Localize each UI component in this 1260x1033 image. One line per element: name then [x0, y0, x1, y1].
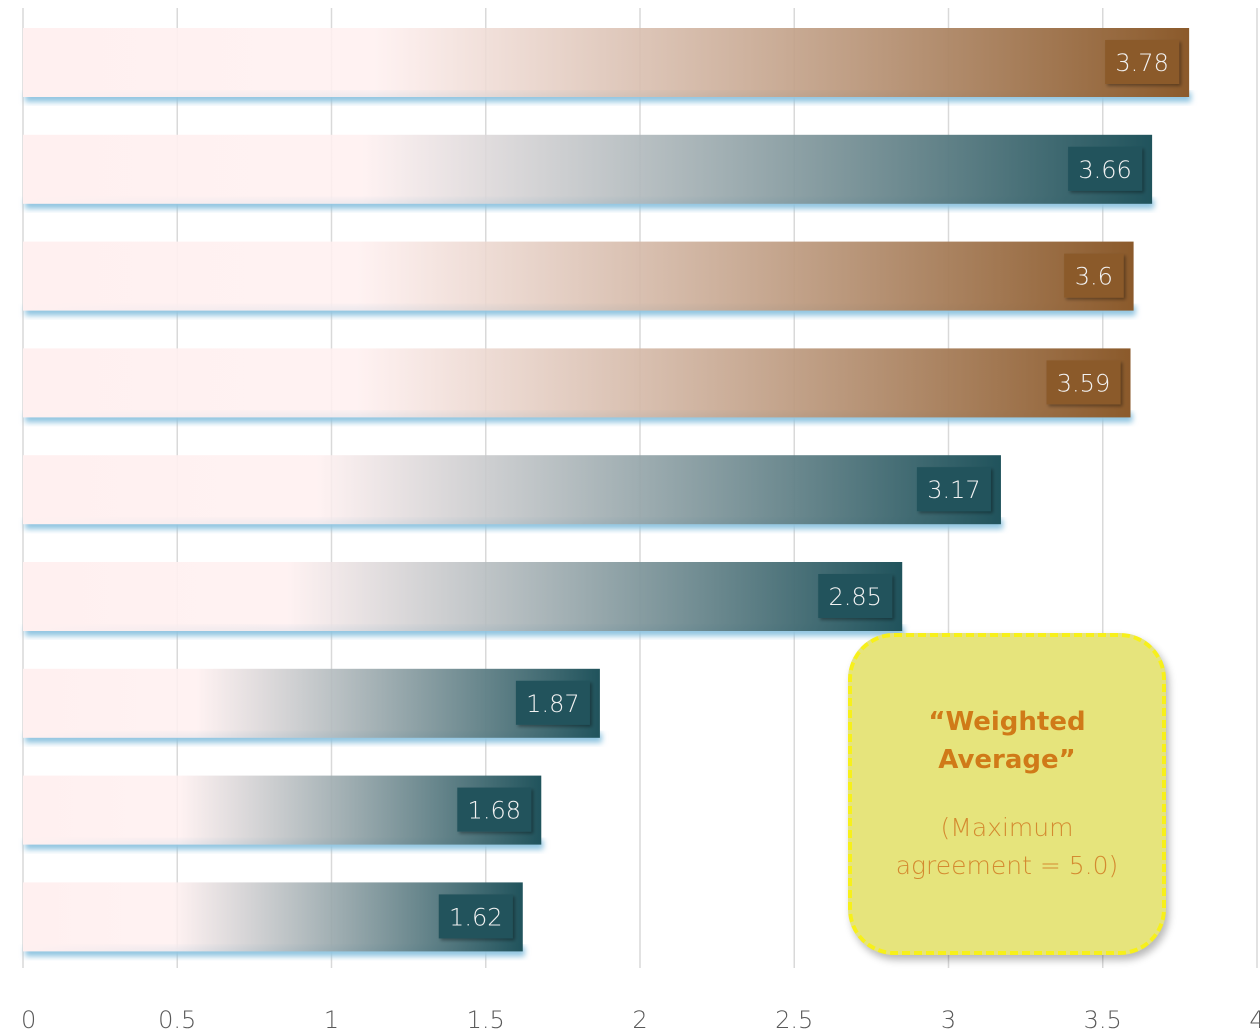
data-label-box [818, 574, 893, 618]
x-tick-label: 2 [632, 1006, 647, 1033]
x-tick-label: 4 [1249, 1006, 1260, 1033]
data-label-box [438, 894, 513, 939]
data-label: 1.87 [526, 690, 579, 718]
data-labels: 3.78 3.66 3.6 3.59 3.17 2.85 1.87 1.68 1.62 [438, 40, 1180, 939]
data-label: 3.6 [1075, 263, 1113, 291]
data-label-box [1064, 253, 1124, 298]
x-axis-ticks: 0 0.5 1 1.5 2 2.5 3 3.5 4 [21, 1006, 1260, 1033]
x-tick-label: 2.5 [775, 1006, 813, 1033]
bar [23, 348, 1131, 418]
data-label: 3.59 [1057, 369, 1110, 397]
bar [23, 28, 1190, 97]
x-tick-label: 1 [324, 1006, 339, 1033]
bar [23, 241, 1134, 311]
bar [23, 668, 600, 738]
data-label-box [1046, 360, 1121, 405]
data-label-box [916, 467, 991, 512]
data-label: 3.66 [1078, 156, 1131, 184]
data-label: 1.62 [449, 903, 502, 931]
x-tick-label: 0.5 [158, 1006, 196, 1033]
data-label-box [515, 680, 590, 725]
x-tick-label: 1.5 [467, 1006, 505, 1033]
bar [23, 455, 1001, 525]
x-tick-label: 3.5 [1084, 1006, 1122, 1033]
bars [23, 28, 1192, 957]
data-label: 1.68 [468, 797, 521, 825]
bar [23, 562, 903, 631]
weighted-average-note: “Weighted Average” (Maximum agreement = … [848, 633, 1166, 955]
x-tick-label: 3 [941, 1006, 956, 1033]
x-tick-label: 0 [21, 1006, 36, 1033]
data-label-box [457, 787, 532, 832]
data-label-box [1105, 40, 1180, 84]
note-title: “Weighted Average” [928, 707, 1086, 775]
bar [23, 134, 1153, 204]
data-label: 3.17 [927, 476, 980, 504]
note-subtitle: (Maximum agreement = 5.0) [895, 813, 1119, 880]
data-label: 2.85 [829, 583, 882, 611]
data-label: 3.78 [1115, 49, 1168, 77]
bar [23, 775, 542, 845]
data-label-box [1068, 146, 1143, 191]
